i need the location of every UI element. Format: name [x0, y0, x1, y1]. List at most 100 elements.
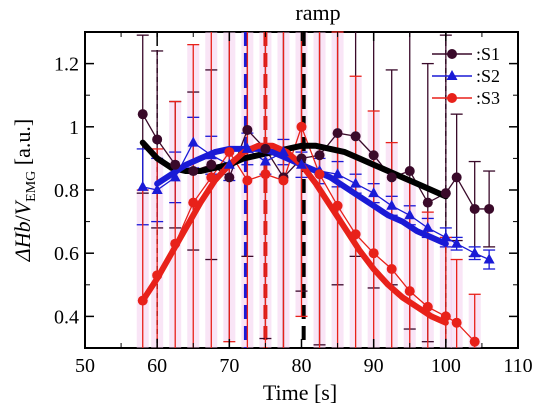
y-axis-title-sub: EMG	[24, 171, 39, 202]
marker-s1-6	[242, 124, 253, 135]
marker-s1-20	[484, 203, 495, 214]
legend-marker-s3	[447, 93, 457, 103]
marker-s2-15	[404, 209, 416, 220]
marker-s2-12	[350, 177, 362, 188]
marker-s1-14	[386, 172, 397, 183]
marker-s3-10	[314, 169, 325, 180]
x-tick-label-2: 70	[219, 355, 239, 377]
marker-s2-9	[296, 158, 307, 169]
marker-s3-3	[188, 197, 199, 208]
marker-s1-0	[137, 109, 148, 120]
marker-s3-12	[350, 229, 361, 240]
legend-marker-s1	[447, 49, 457, 59]
marker-s2-7	[259, 155, 271, 166]
chart-title: ramp	[295, 0, 340, 25]
svg-text:ΔHb/VEMG [a.u.]: ΔHb/VEMG [a.u.]	[10, 119, 39, 262]
marker-s1-5	[224, 172, 235, 183]
marker-s1-12	[350, 131, 361, 142]
marker-s2-5	[223, 158, 235, 169]
marker-s2-13	[368, 187, 380, 198]
error-bar-s3-12	[349, 75, 362, 348]
y-tick-labels: 0.4 0.6 0.8 1 1.2	[54, 54, 79, 329]
x-tick-label-4: 90	[364, 355, 384, 377]
error-bar-s3-18	[450, 258, 463, 348]
x-tick-label-0: 50	[75, 355, 95, 377]
marker-s1-9	[296, 153, 307, 164]
marker-s3-0	[137, 295, 148, 306]
marker-s1-16	[422, 197, 433, 208]
marker-s1-13	[368, 150, 379, 161]
marker-s1-7	[260, 143, 271, 154]
plot-area	[84, 31, 519, 349]
y-tick-label-1: 0.6	[54, 243, 79, 265]
y-axis-title-main: ΔHb	[10, 221, 35, 262]
marker-s3-15	[404, 286, 415, 297]
marker-s2-2	[169, 171, 181, 182]
legend-marker-s2	[446, 70, 458, 80]
marker-s2-17	[440, 231, 452, 242]
marker-s3-4	[206, 172, 217, 183]
y-tick-label-0: 0.4	[54, 306, 79, 328]
marker-s3-9	[296, 121, 307, 132]
x-axis-title: Time [s]	[263, 380, 337, 405]
marker-s1-2	[170, 159, 181, 170]
marker-s2-19	[469, 247, 481, 258]
marker-s1-4	[206, 159, 217, 170]
marker-s3-14	[386, 264, 397, 274]
marker-s3-13	[368, 248, 379, 259]
marker-s1-10	[314, 150, 325, 161]
marker-s3-1	[152, 270, 163, 281]
marker-s2-0	[137, 180, 149, 191]
legend-item-s3: :S3	[432, 88, 500, 108]
y-axis-title-unit: [a.u.]	[10, 119, 35, 171]
x-tick-label-6: 110	[503, 355, 532, 377]
marker-s2-3	[187, 136, 199, 147]
marker-s3-2	[170, 238, 181, 249]
marker-s3-19	[469, 336, 480, 347]
y-axis-title-v: V	[10, 199, 35, 215]
marker-s2-1	[151, 184, 163, 194]
marker-s1-18	[451, 172, 462, 183]
marker-s1-3	[188, 166, 199, 177]
marker-s3-11	[332, 200, 343, 211]
marker-s3-8	[278, 175, 289, 186]
marker-s2-14	[386, 199, 398, 210]
marker-s2-6	[241, 142, 253, 153]
marker-s1-19	[469, 203, 480, 214]
marker-s2-20	[483, 253, 495, 264]
marker-s2-8	[277, 146, 289, 157]
marker-s2-4	[205, 149, 217, 160]
y-tick-label-2: 0.8	[54, 180, 79, 202]
x-tick-labels: 50 60 70 80 90 100 110	[75, 355, 533, 377]
data-markers	[137, 109, 495, 347]
marker-s2-18	[451, 237, 463, 248]
marker-s3-7	[260, 169, 271, 180]
marker-s2-11	[332, 168, 344, 179]
legend-label-s2: :S2	[476, 66, 500, 86]
y-tick-label-4: 1.2	[54, 54, 79, 76]
x-tick-label-5: 100	[431, 355, 461, 377]
marker-s1-17	[440, 188, 451, 199]
marker-s2-16	[422, 221, 434, 232]
y-tick-label-3: 1	[69, 117, 79, 139]
marker-s3-17	[440, 311, 451, 322]
marker-s1-1	[152, 134, 163, 145]
x-tick-label-3: 80	[292, 355, 312, 377]
marker-s3-5	[224, 147, 235, 158]
error-bar-s3-9	[295, 32, 308, 318]
y-axis-title-slash: /	[10, 214, 35, 221]
marker-s3-16	[422, 301, 433, 312]
fit-curve-2	[139, 142, 449, 326]
x-tick-label-1: 60	[147, 355, 167, 377]
marker-s3-6	[242, 175, 253, 186]
error-bar-s3-3	[187, 43, 200, 348]
marker-s3-18	[451, 317, 462, 328]
marker-s1-15	[404, 166, 415, 177]
legend-label-s1: :S1	[476, 44, 500, 64]
axis-ticks	[84, 32, 519, 349]
legend-item-s2: :S2	[432, 66, 500, 86]
marker-s1-11	[332, 128, 343, 139]
legend-item-s1: :S1	[432, 44, 500, 64]
error-bar-s3-2	[169, 100, 182, 348]
